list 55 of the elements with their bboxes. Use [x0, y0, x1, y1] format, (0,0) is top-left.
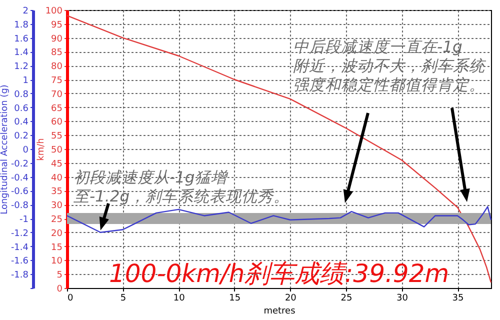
y2-tick-label: 90 — [51, 34, 63, 44]
y-tick-label: -1.4 — [10, 242, 29, 253]
line-series — [66, 206, 492, 233]
y-tick-label: 2 — [22, 6, 28, 16]
y-axis-title: Longitudinal Acceleration (g) — [0, 84, 10, 214]
y2-tick-label: 85 — [51, 48, 62, 58]
y2-tick-label: 5 — [56, 270, 62, 281]
x-axis-title: metres — [264, 306, 296, 316]
y-tick-label: -1.8 — [10, 270, 29, 281]
x-tick-label: 0 — [68, 294, 74, 304]
y2-tick-label: 40 — [51, 173, 63, 184]
y2-tick-label: 60 — [51, 118, 63, 128]
y2-tick-label: 30 — [51, 201, 63, 212]
y-tick-label: -0.6 — [10, 187, 29, 198]
y-tick-label: 0.4 — [14, 118, 29, 128]
y2-tick-label: 10 — [51, 256, 63, 267]
x-tick-label: 10 — [173, 294, 186, 304]
x-tick-label: 25 — [340, 294, 352, 304]
y2-tick-label: 45 — [51, 159, 62, 170]
y2-tick-label: 80 — [51, 62, 63, 72]
y-tick-label: -0.8 — [10, 201, 29, 212]
y-tick-label: 0.8 — [14, 90, 29, 100]
y2-tick-label: 65 — [51, 104, 62, 114]
y-tick-label: 1.8 — [14, 20, 29, 30]
x-tick-label: 5 — [120, 294, 126, 304]
y-tick-label: 0.6 — [14, 104, 29, 114]
y2-tick-label: 70 — [51, 90, 63, 100]
y-tick-label: -1 — [20, 215, 28, 225]
y-tick-label: -0.4 — [10, 173, 29, 184]
x-tick-label: 15 — [229, 294, 241, 304]
y2-tick-label: 20 — [51, 228, 63, 239]
x-tick-label: 30 — [396, 294, 408, 304]
x-tick-label: 20 — [284, 294, 297, 304]
x-tick-label: 35 — [452, 294, 464, 304]
y-tick-label: -1.6 — [10, 256, 29, 267]
annotation: 100-0km/h刹车成绩:39.92m — [109, 259, 450, 288]
y2-tick-label: 35 — [51, 187, 62, 198]
y2-tick-label: 55 — [51, 132, 62, 142]
y2-tick-label: 50 — [51, 146, 63, 156]
y2-tick-label: 95 — [51, 20, 62, 30]
y2-tick-label: 0 — [56, 284, 63, 294]
y-tick-label: 1.2 — [14, 62, 28, 72]
y-tick-label: -1.2 — [10, 228, 28, 239]
y2-axis-title: km/h — [36, 138, 46, 161]
y2-tick-label: 75 — [51, 76, 62, 86]
y-tick-label: 1 — [22, 76, 28, 86]
y2-tick-label: 100 — [45, 6, 63, 16]
y2-tick-label: 25 — [51, 215, 62, 225]
y-tick-label: -0.2 — [10, 159, 28, 170]
y-tick-label: 1.4 — [14, 48, 29, 58]
line-series — [66, 14, 492, 284]
y-tick-label: 0.2 — [14, 132, 28, 142]
y-tick-label: 0 — [22, 146, 29, 156]
y-tick-label: 1.6 — [14, 34, 29, 44]
y2-tick-label: 15 — [51, 242, 62, 253]
